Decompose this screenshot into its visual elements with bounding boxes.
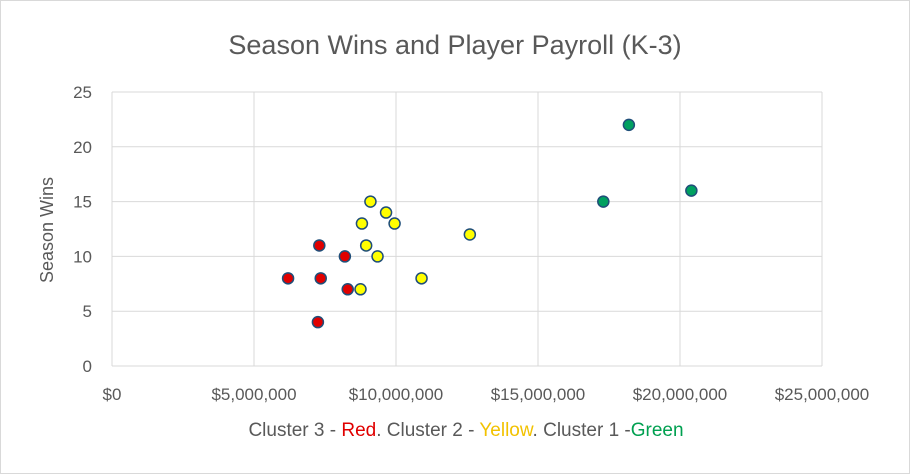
y-tick-label: 20 <box>73 138 92 157</box>
y-axis-title: Season Wins <box>37 177 57 283</box>
data-point <box>379 206 393 219</box>
x-tick-label: $10,000,000 <box>349 385 444 404</box>
data-point <box>371 250 384 263</box>
x-tick-label: $15,000,000 <box>491 385 586 404</box>
data-point <box>463 228 477 241</box>
data-point <box>311 315 325 329</box>
data-point <box>364 195 377 208</box>
data-point <box>355 217 369 230</box>
data-point <box>415 272 428 285</box>
y-axis-ticks: 0 5 10 15 20 25 <box>73 83 92 376</box>
y-tick-label: 0 <box>83 357 92 376</box>
y-tick-label: 15 <box>73 193 92 212</box>
data-points <box>281 118 698 329</box>
caption-segment: . Cluster 1 - <box>533 420 631 441</box>
chart-title: Season Wins and Player Payroll (K-3) <box>228 30 681 60</box>
data-point <box>341 283 354 296</box>
data-point <box>338 250 352 263</box>
x-tick-label: $5,000,000 <box>211 385 296 404</box>
data-point <box>685 184 698 197</box>
data-point <box>597 195 610 208</box>
y-tick-label: 25 <box>73 83 92 102</box>
data-point <box>359 239 373 252</box>
y-tick-label: 5 <box>83 302 92 321</box>
x-tick-label: $25,000,000 <box>775 385 870 404</box>
data-point <box>314 272 327 285</box>
x-tick-label: $0 <box>103 385 122 404</box>
caption-segment: Red <box>341 420 376 441</box>
caption-segment: Green <box>631 420 684 441</box>
gridlines <box>111 91 823 367</box>
data-point <box>388 217 401 230</box>
caption-segment: Yellow <box>479 420 534 441</box>
y-tick-label: 10 <box>73 247 92 266</box>
x-axis-ticks: $0 $5,000,000 $10,000,000 $15,000,000 $20,00… <box>103 385 870 404</box>
data-point <box>354 283 367 296</box>
caption-segment: . Cluster 2 - <box>376 420 479 441</box>
data-point <box>281 272 295 285</box>
x-tick-label: $20,000,000 <box>633 385 728 404</box>
data-point <box>622 118 636 132</box>
caption-segment: Cluster 3 - <box>248 420 341 441</box>
x-axis-caption: Cluster 3 - Red. Cluster 2 - Yellow. Clu… <box>248 420 683 441</box>
data-point <box>313 239 326 252</box>
